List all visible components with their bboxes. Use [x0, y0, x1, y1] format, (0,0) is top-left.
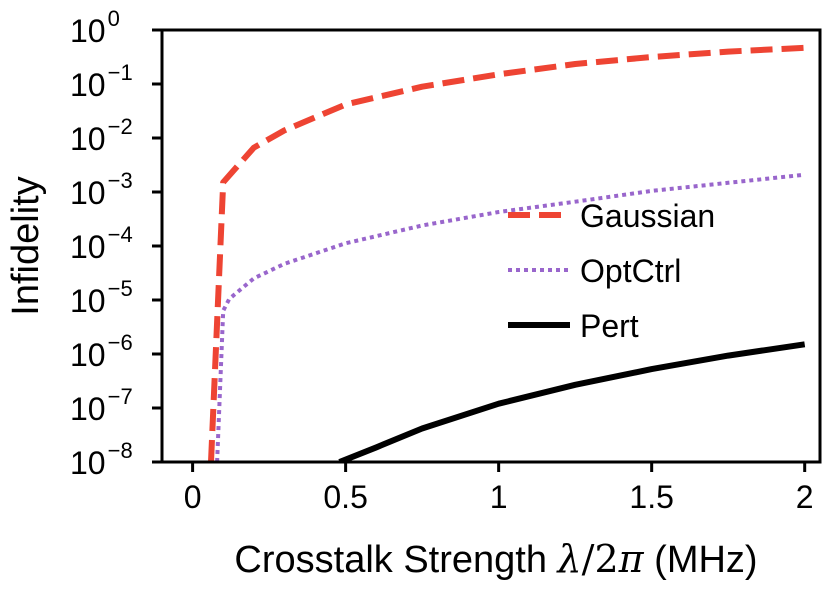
x-tick-label: 2: [796, 479, 814, 515]
legend-label-pert: Pert: [580, 308, 639, 344]
x-tick-label: 1: [490, 479, 508, 515]
x-tick-label: 1.5: [629, 479, 673, 515]
series-line-optctrl: [215, 172, 805, 462]
y-tick-label: 10−3: [70, 168, 133, 211]
legend: Gaussian OptCtrl Pert: [508, 198, 715, 344]
y-axis-ticks: 100 10−1 10−2 10−3 10−4 10−5 10−6 10−7 10−8: [70, 6, 162, 481]
x-axis-label: Crosstalk Strength λ/2π (MHz): [234, 537, 757, 581]
legend-label-optctrl: OptCtrl: [580, 253, 681, 289]
series-line-pert: [338, 341, 806, 462]
legend-label-gaussian: Gaussian: [580, 198, 715, 234]
series-layer: [208, 44, 806, 462]
x-axis-ticks: 0 0.5 1 1.5 2: [184, 462, 814, 515]
y-tick-label: 10−6: [70, 330, 133, 373]
y-tick-label: 10−4: [70, 222, 133, 265]
y-tick-label: 10−1: [70, 60, 133, 103]
y-axis-label: Infidelity: [5, 176, 47, 315]
y-tick-label: 10−2: [70, 114, 133, 157]
x-tick-label: 0.5: [323, 479, 367, 515]
series-line-gaussian: [208, 44, 805, 462]
x-tick-label: 0: [184, 479, 202, 515]
y-tick-label: 10−7: [70, 384, 133, 427]
y-tick-label: 10−5: [70, 276, 133, 319]
plot-frame: [160, 28, 822, 464]
y-tick-label: 10−8: [70, 438, 133, 481]
y-tick-label: 100: [70, 6, 120, 49]
